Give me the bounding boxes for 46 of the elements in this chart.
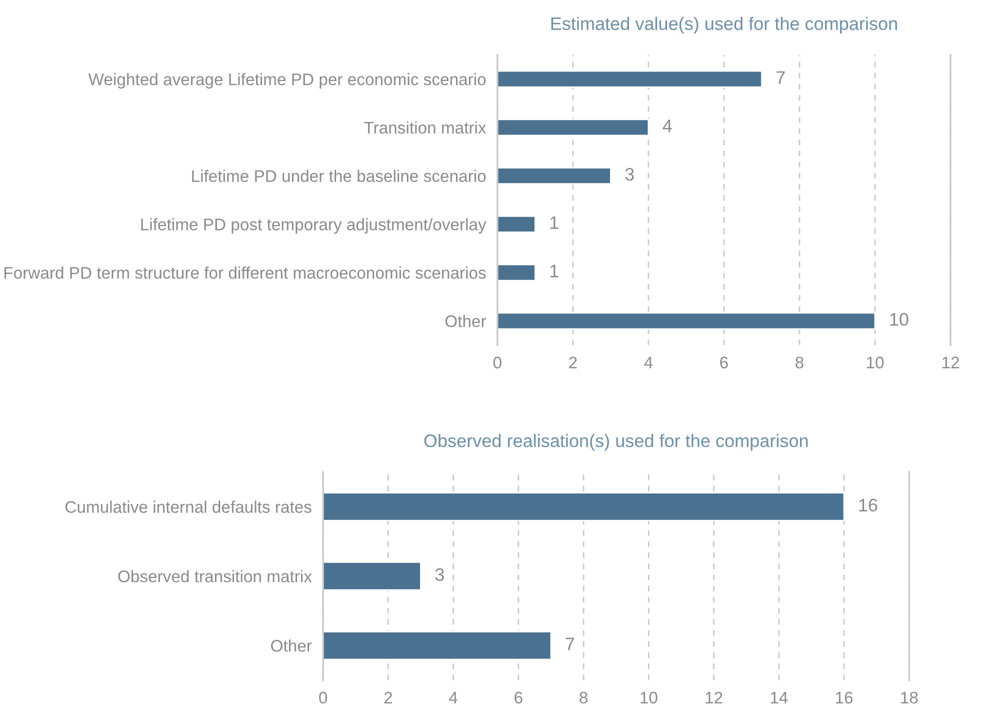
x-tick-label: 8 (796, 356, 804, 368)
data-label: 16 (859, 498, 878, 512)
x-tick-label: 6 (720, 356, 728, 368)
x-tick-label: 0 (319, 692, 328, 704)
y-tick-label: Lifetime PD post temporary adjustment/overlay (141, 218, 486, 234)
bar (323, 492, 845, 522)
x-tick-label: 4 (449, 692, 458, 704)
x-tick-label: 2 (384, 692, 392, 704)
data-label: 3 (625, 168, 634, 181)
bar (497, 118, 650, 136)
x-tick-label: 16 (836, 692, 853, 704)
chart-title: Estimated value(s) used for the comparison (551, 16, 897, 34)
y-tick-label: Cumulative internal defaults rates (65, 500, 312, 513)
bar (497, 70, 762, 88)
y-tick-label: Lifetime PD under the baseline scenario (192, 170, 486, 182)
y-tick-label: Other (445, 314, 486, 328)
data-label: 3 (435, 568, 444, 581)
bar (497, 312, 876, 330)
x-tick-label: 12 (942, 356, 959, 368)
bar (323, 630, 552, 660)
y-tick-label: Forward PD term structure for different macroeconomic scenarios (4, 266, 486, 279)
x-tick-label: 10 (867, 356, 884, 368)
data-label: 4 (662, 120, 672, 132)
data-label: 7 (566, 638, 574, 650)
data-label: 1 (550, 264, 558, 278)
bar (497, 264, 536, 282)
x-tick-label: 14 (770, 692, 788, 704)
chart-title: Observed realisation(s) used for the comparison (424, 434, 808, 451)
y-tick-label: Other (271, 639, 312, 652)
x-tick-label: 2 (569, 356, 577, 368)
data-label: 10 (890, 312, 908, 326)
x-tick-label: 8 (580, 692, 588, 704)
x-tick-label: 12 (706, 692, 722, 704)
x-tick-label: 6 (514, 692, 522, 704)
y-tick-label: Transition matrix (364, 121, 486, 134)
x-tick-label: 10 (640, 692, 658, 704)
bar (497, 167, 612, 184)
data-label: 7 (776, 71, 785, 84)
x-tick-label: 0 (493, 356, 502, 368)
bar (323, 562, 422, 591)
y-tick-label: Weighted average Lifetime PD per economic scenario (88, 73, 486, 89)
x-tick-label: 18 (901, 692, 918, 704)
bar (497, 216, 536, 233)
y-tick-label: Observed transition matrix (118, 570, 312, 582)
x-tick-label: 4 (644, 356, 653, 368)
data-label: 1 (550, 216, 558, 229)
